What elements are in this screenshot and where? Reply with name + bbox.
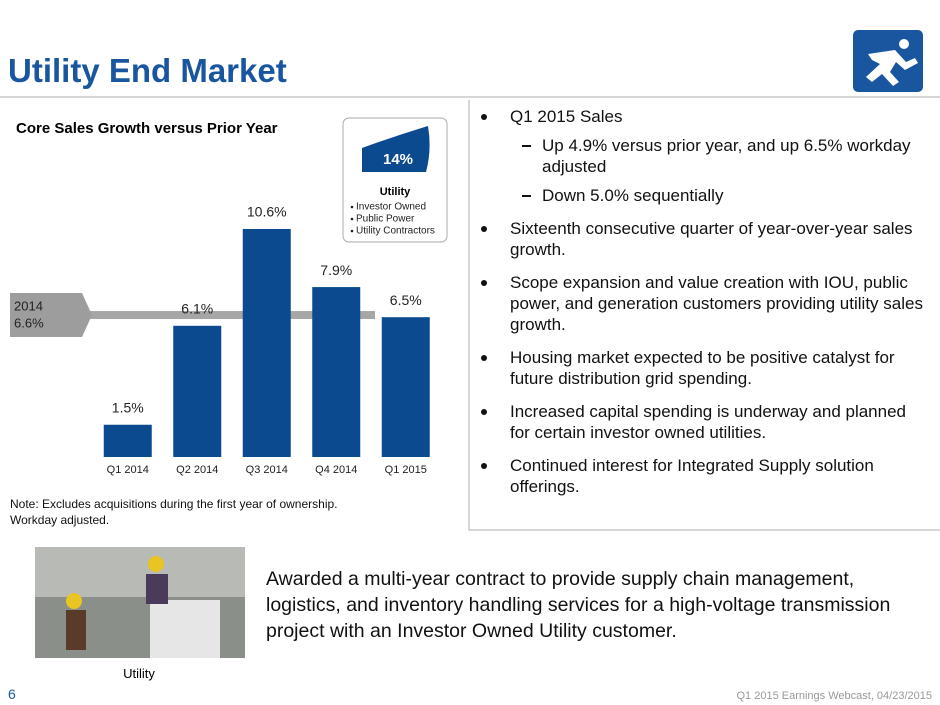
- photo: [66, 610, 86, 650]
- callout-item: Investor Owned: [356, 202, 426, 213]
- photo: [148, 556, 164, 572]
- sub-bullet-text: Up 4.9% versus prior year, and up 6.5% w…: [542, 136, 911, 176]
- sub-bullet-dash: [522, 145, 531, 147]
- photo: [35, 547, 245, 597]
- value-label: 6.1%: [181, 300, 213, 316]
- sub-bullet: Up 4.9% versus prior year, and up 6.5% w…: [510, 135, 923, 177]
- callout-shape: [362, 126, 430, 172]
- value-label: 1.5%: [112, 399, 144, 415]
- x-tick-label: Q1 2015: [385, 464, 427, 476]
- slide-title: Utility End Market: [8, 52, 287, 89]
- note-line: Note: Excludes acquisitions during the f…: [10, 497, 338, 511]
- bullet-dot: [481, 409, 487, 415]
- bullet: Sixteenth consecutive quarter of year-ov…: [478, 218, 923, 260]
- callout-bullet: [350, 217, 354, 221]
- bullet: Q1 2015 Sales Up 4.9% versus prior year, …: [478, 106, 923, 206]
- x-tick-label: Q4 2014: [315, 464, 357, 476]
- bullet-text: Continued interest for Integrated Supply…: [510, 456, 874, 496]
- x-tick-label: Q1 2014: [107, 464, 149, 476]
- callout-item: Utility Contractors: [356, 226, 435, 237]
- reference-value-label: 6.6%: [14, 315, 44, 330]
- note-line: Workday adjusted.: [10, 513, 110, 527]
- chart-title: Core Sales Growth versus Prior Year: [16, 120, 278, 137]
- bullet: Scope expansion and value creation with …: [478, 272, 923, 335]
- value-label: 6.5%: [390, 292, 422, 308]
- photo: [66, 593, 82, 609]
- page-number: 6: [8, 686, 16, 702]
- bar: [173, 325, 222, 457]
- bar: [381, 317, 430, 457]
- award-text: Awarded a multi-year contract to provide…: [266, 568, 891, 642]
- bullet-text: Scope expansion and value creation with …: [510, 273, 923, 334]
- logo: [853, 30, 923, 92]
- callout-item: Public Power: [356, 214, 415, 225]
- note: Note: Excludes acquisitions during the f…: [10, 496, 338, 528]
- callout-bullet: [350, 205, 354, 209]
- sub-bullet-dash: [522, 195, 531, 197]
- bullet: Increased capital spending is underway a…: [478, 401, 923, 443]
- sub-bullet-text: Down 5.0% sequentially: [542, 186, 724, 205]
- callout-title: Utility: [380, 186, 411, 198]
- x-tick-label: Q3 2014: [246, 464, 288, 476]
- callout-bullet: [350, 229, 354, 233]
- bullet-dot: [481, 114, 487, 120]
- photo: [150, 600, 220, 658]
- callout-value: 14%: [383, 151, 413, 168]
- bullet-list: Q1 2015 Sales Up 4.9% versus prior year, …: [478, 106, 923, 509]
- bullet-text: Housing market expected to be positive c…: [510, 348, 895, 388]
- bar: [312, 287, 361, 457]
- x-tick-label: Q2 2014: [176, 464, 218, 476]
- bullet-dot: [481, 463, 487, 469]
- bullet-text: Sixteenth consecutive quarter of year-ov…: [510, 219, 913, 259]
- bar: [242, 229, 291, 457]
- photo-caption: Utility: [123, 666, 155, 681]
- bullet-dot: [481, 355, 487, 361]
- bullet-text: Q1 2015 Sales: [510, 107, 623, 126]
- value-label: 7.9%: [320, 262, 352, 278]
- value-label: 10.6%: [247, 204, 287, 220]
- bullet-text: Increased capital spending is underway a…: [510, 402, 906, 442]
- footer-text: Q1 2015 Earnings Webcast, 04/23/2015: [736, 690, 933, 702]
- sub-bullet: Down 5.0% sequentially: [510, 185, 923, 206]
- bullet-dot: [481, 280, 487, 286]
- bar: [103, 424, 152, 457]
- reference-label-box: [10, 293, 92, 338]
- bullet: Housing market expected to be positive c…: [478, 347, 923, 389]
- bullet: Continued interest for Integrated Supply…: [478, 455, 923, 497]
- reference-line: [85, 311, 375, 320]
- reference-label: 2014: [14, 298, 43, 313]
- photo: [146, 574, 168, 604]
- bullet-dot: [481, 226, 487, 232]
